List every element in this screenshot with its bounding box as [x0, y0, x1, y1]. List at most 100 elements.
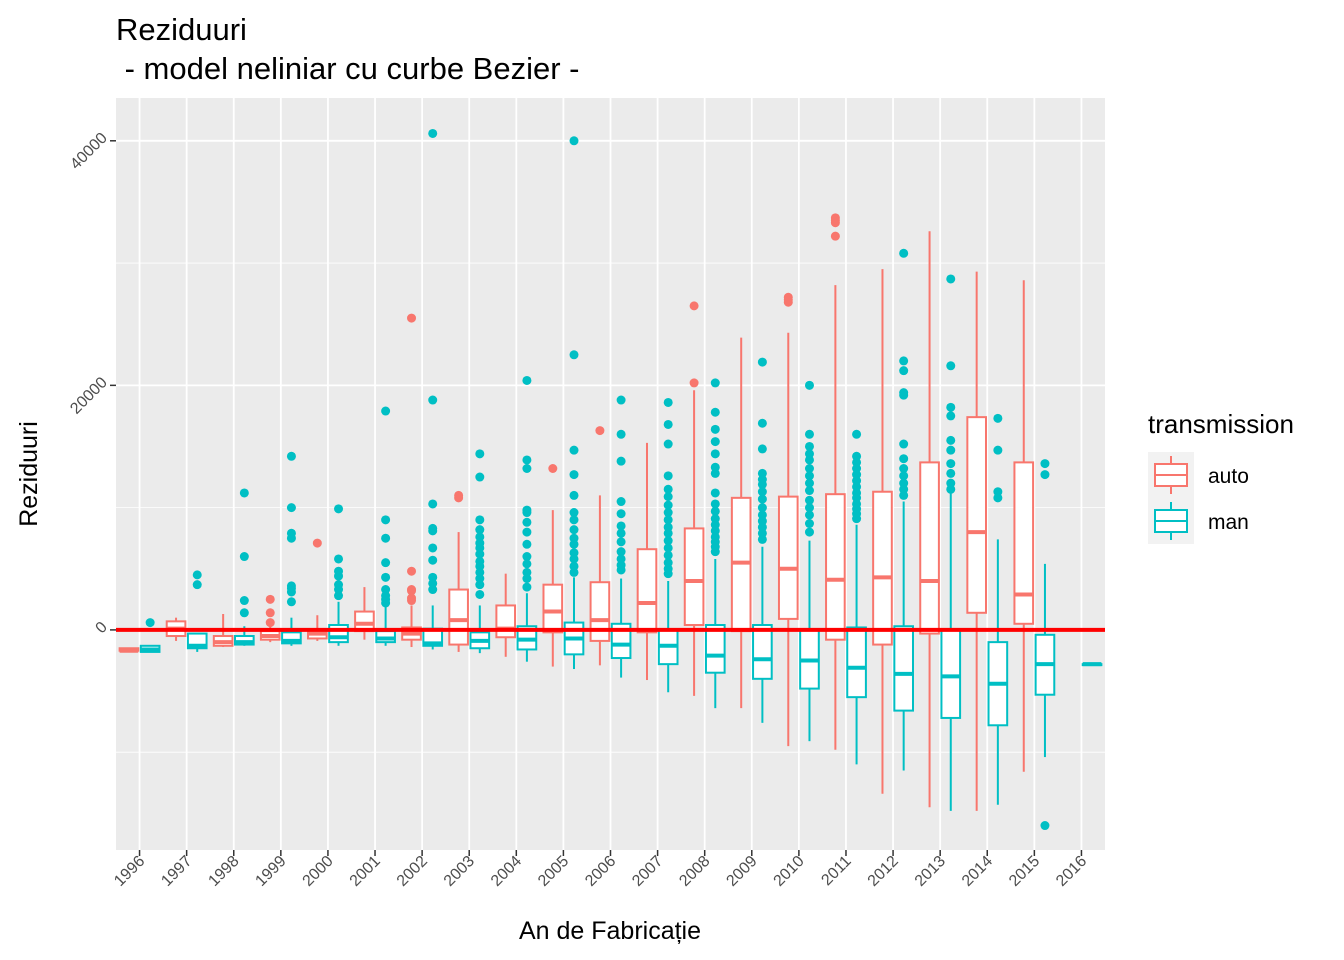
outlier-point [569, 533, 579, 543]
outlier-point [946, 274, 956, 284]
box-body [610, 622, 632, 660]
box-auto-2010 [777, 292, 799, 747]
outlier-point [428, 543, 438, 553]
x-axis-title: An de Fabricație [519, 917, 701, 945]
legend-keys: auto man [1148, 452, 1249, 544]
outlier-point [663, 550, 673, 560]
outlier-point [265, 608, 275, 618]
outlier-point [804, 510, 814, 520]
x-tick-label: 2002 [394, 853, 431, 890]
outlier-point [993, 413, 1003, 423]
outlier-point [381, 533, 391, 543]
box-man-2012 [893, 248, 914, 771]
outlier-point [663, 508, 673, 518]
outlier-point [454, 490, 464, 500]
outlier-point [804, 478, 814, 488]
outlier-point [522, 539, 532, 549]
outlier-point [428, 499, 438, 509]
box-body [872, 490, 893, 646]
outlier-point [265, 594, 275, 604]
outlier-point [548, 463, 558, 473]
outlier-point [663, 543, 673, 553]
box-auto-2013 [919, 231, 940, 808]
outlier-point [804, 441, 814, 451]
outlier-point [830, 231, 840, 241]
outlier-point [239, 596, 249, 606]
outlier-point [616, 547, 626, 557]
outlier-point [804, 527, 814, 537]
outlier-point [381, 558, 391, 568]
outlier-point [239, 488, 249, 498]
outlier-point [475, 515, 485, 525]
box-body [683, 527, 705, 627]
y-tick-label: 20000 [67, 374, 111, 418]
x-tick-label: 2015 [1006, 853, 1043, 890]
outlier-point [710, 407, 720, 417]
x-tick-label: 2000 [300, 853, 337, 890]
outlier-point [522, 517, 532, 527]
outlier-point [663, 484, 673, 494]
outlier-point [757, 503, 767, 513]
box-body [846, 626, 867, 699]
outlier-point [428, 572, 438, 582]
outlier-point [569, 548, 579, 558]
x-tick-label: 2007 [629, 853, 666, 890]
grid-lines [116, 98, 1105, 850]
outlier-point [407, 585, 417, 595]
outlier-point [804, 429, 814, 439]
outlier-point [569, 490, 579, 500]
outlier-point [569, 508, 579, 518]
x-tick-label: 2010 [771, 853, 808, 890]
box-body [328, 624, 349, 644]
outlier-point [569, 350, 579, 360]
outlier-point [899, 471, 909, 481]
box-body [281, 631, 302, 645]
legend: transmission auto man [1148, 409, 1294, 544]
box-man-2004 [516, 375, 538, 662]
x-tick-label: 1999 [252, 853, 289, 890]
outlier-point [899, 439, 909, 449]
box-man-2002 [422, 128, 444, 650]
outlier-point [899, 478, 909, 488]
x-tick-label: 2014 [959, 853, 996, 890]
outlier-point [522, 463, 532, 473]
box-man-2001 [375, 406, 396, 646]
outlier-point [899, 463, 909, 473]
outlier-point [522, 582, 532, 592]
outlier-point [522, 455, 532, 465]
legend-item-auto: auto [1148, 452, 1249, 498]
outlier-point [334, 580, 344, 590]
outlier-point [783, 292, 793, 302]
box-auto-2006 [589, 426, 611, 666]
legend-label-man: man [1208, 511, 1249, 534]
box-body [704, 624, 726, 674]
box-auto-2011 [825, 213, 846, 750]
outlier-point [286, 451, 296, 461]
outlier-point [407, 566, 417, 576]
outlier-point [663, 515, 673, 525]
outlier-point [616, 528, 626, 538]
outlier-point [334, 554, 344, 564]
outlier-point [616, 521, 626, 531]
outlier-point [381, 406, 391, 416]
outlier-point [804, 380, 814, 390]
outlier-point [522, 559, 532, 569]
outlier-point [663, 558, 673, 568]
box-auto-2014 [966, 271, 987, 811]
outlier-point [757, 418, 767, 428]
y-tick-label: 40000 [67, 130, 111, 174]
outlier-point [569, 445, 579, 455]
outlier-point [192, 570, 202, 580]
y-axis-title: Reziduuri [15, 421, 43, 527]
outlier-point [899, 366, 909, 376]
box-body [589, 581, 611, 642]
outlier-point [192, 580, 202, 590]
outlier-point [946, 468, 956, 478]
outlier-point [475, 472, 485, 482]
box-body [636, 548, 658, 634]
outlier-point [757, 487, 767, 497]
outlier-point [830, 213, 840, 223]
outlier-point [899, 388, 909, 398]
outlier-point [899, 248, 909, 258]
